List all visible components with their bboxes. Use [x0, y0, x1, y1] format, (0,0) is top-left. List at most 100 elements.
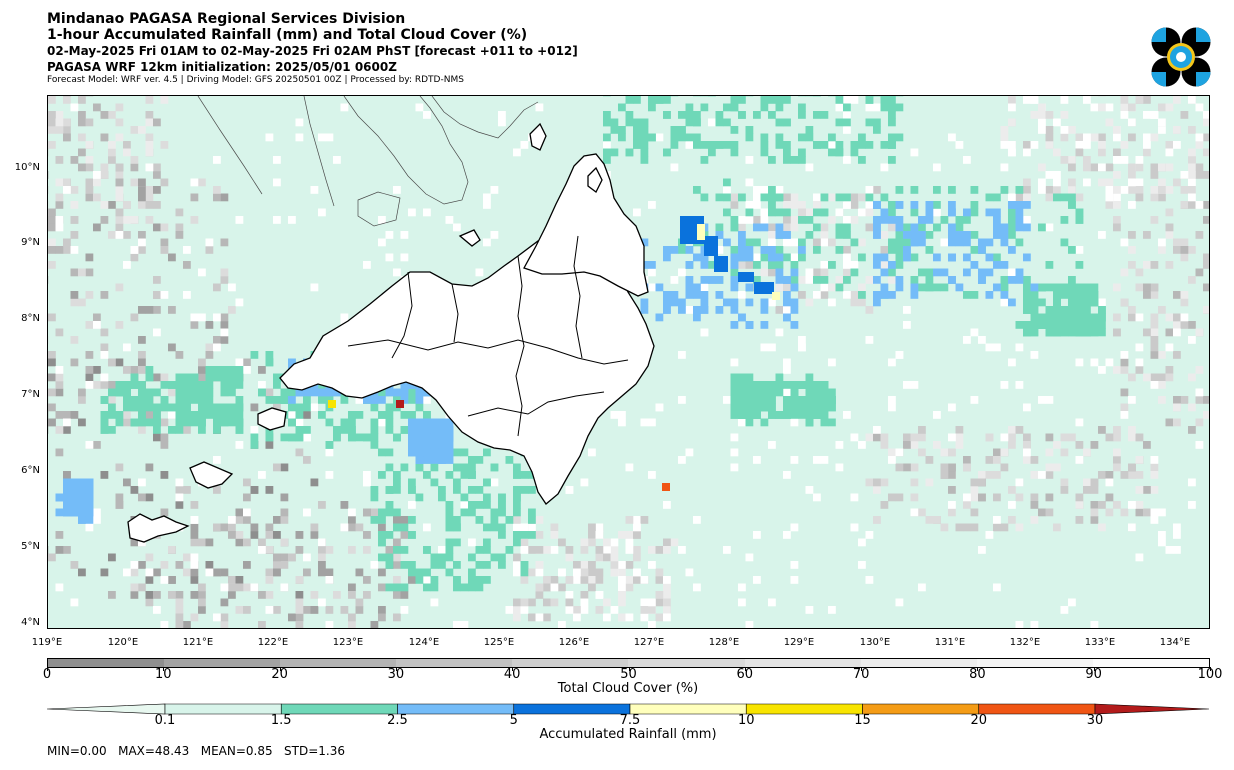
rain-colorbar-segment [1094, 703, 1210, 715]
rain-colorbar-segment [513, 703, 631, 715]
cloud-cover-colorbar-title: Total Cloud Cover (%) [557, 681, 699, 696]
lat-label: 9°N [21, 237, 40, 248]
rainfall-colorbar-title: Accumulated Rainfall (mm) [539, 727, 717, 742]
cloud-colorbar-tick-mark [861, 667, 863, 671]
cloud-colorbar-segment [164, 659, 281, 667]
rain-colorbar-tick-label: 1.5 [270, 713, 292, 728]
siargao-island [587, 166, 603, 193]
cloud-colorbar-tick-mark [512, 667, 514, 671]
negros-coastline [197, 96, 263, 195]
cloud-colorbar-segment [1092, 659, 1209, 667]
cloud-colorbar-segment [744, 659, 861, 667]
lon-label: 119°E [31, 637, 63, 648]
cloud-colorbar-tick-mark [163, 667, 165, 671]
cloud-cover-colorbar [47, 658, 1210, 668]
rain-colorbar-tick-label: 0.1 [154, 713, 176, 728]
rain-colorbar-tick-label: 7.5 [619, 713, 641, 728]
lon-label: 131°E [934, 637, 966, 648]
lon-label: 124°E [408, 637, 440, 648]
valid-time: 02-May-2025 Fri 01AM to 02-May-2025 Fri … [47, 44, 578, 58]
lon-label: 130°E [859, 637, 891, 648]
rain-colorbar-segment [862, 703, 980, 715]
mindanao-landmass [279, 233, 655, 505]
province-boundary [573, 235, 583, 359]
cloud-colorbar-segment [280, 659, 397, 667]
cloud-colorbar-tick-label: 80 [969, 667, 986, 682]
model-info: Forecast Model: WRF ver. 4.5 | Driving M… [47, 75, 464, 85]
province-boundary [515, 255, 525, 437]
province-boundary [347, 339, 629, 365]
rain-colorbar-segment [46, 703, 166, 715]
rain-colorbar-segment [164, 703, 282, 715]
lat-label: 4°N [21, 617, 40, 628]
cloud-colorbar-segment [512, 659, 629, 667]
lon-label: 125°E [483, 637, 515, 648]
cloud-colorbar-tick-mark [1210, 667, 1211, 671]
lat-label: 5°N [21, 541, 40, 552]
province-boundary [391, 271, 413, 359]
rainfall-colorbar [46, 703, 1210, 715]
cloud-colorbar-tick-label: 40 [503, 667, 521, 682]
lon-label: 126°E [558, 637, 590, 648]
lat-label: 7°N [21, 389, 40, 400]
rain-colorbar-segment [280, 703, 398, 715]
lon-label: 127°E [633, 637, 665, 648]
statistics-readout: MIN=0.00 MAX=48.43 MEAN=0.85 STD=1.36 [47, 744, 346, 758]
province-boundary [467, 391, 605, 417]
lon-label: 132°E [1009, 637, 1041, 648]
cloud-colorbar-tick-mark [395, 667, 397, 671]
pagasa-logo [1151, 27, 1211, 87]
lon-label: 122°E [257, 637, 289, 648]
cloud-colorbar-tick-label: 60 [736, 667, 754, 682]
cloud-colorbar-tick-label: 0 [42, 667, 52, 682]
rain-colorbar-segment [745, 703, 863, 715]
lon-label: 133°E [1084, 637, 1116, 648]
cloud-colorbar-tick-label: 20 [271, 667, 288, 682]
cloud-colorbar-tick-mark [977, 667, 979, 671]
rain-colorbar-tick-label: 30 [1086, 713, 1104, 728]
lat-label: 6°N [21, 465, 40, 476]
cloud-colorbar-tick-mark [279, 667, 281, 671]
basilan-island [257, 407, 287, 431]
cloud-colorbar-tick-mark [744, 667, 746, 671]
cloud-colorbar-tick-label: 100 [1197, 667, 1223, 682]
rain-colorbar-tick-label: 20 [970, 713, 988, 728]
cloud-colorbar-tick-mark [1093, 667, 1095, 671]
leyte-coastline [343, 96, 469, 205]
rain-colorbar-tick-label: 5 [509, 713, 518, 728]
lat-label: 10°N [14, 162, 40, 173]
tawi-tawi-islands [127, 513, 190, 543]
lon-label: 121°E [182, 637, 214, 648]
cloud-colorbar-tick-label: 90 [1085, 667, 1102, 682]
rain-colorbar-tick-label: 15 [854, 713, 871, 728]
sulu-islands [189, 461, 234, 489]
cloud-colorbar-tick-label: 50 [620, 667, 637, 682]
cloud-colorbar-tick-label: 10 [155, 667, 172, 682]
cloud-colorbar-segment [976, 659, 1093, 667]
cloud-colorbar-segment [860, 659, 977, 667]
cloud-colorbar-tick-label: 30 [387, 667, 405, 682]
cebu-coastline [303, 96, 335, 207]
dinagat-island [529, 122, 547, 151]
cloud-colorbar-segment [628, 659, 745, 667]
northern-mindanao-peninsula [523, 153, 649, 297]
cloud-colorbar-segment [396, 659, 513, 667]
rainfall-cloud-map [47, 95, 1210, 629]
map-subtitle: 1-hour Accumulated Rainfall (mm) and Tot… [47, 27, 528, 43]
lon-label: 128°E [708, 637, 740, 648]
cloud-colorbar-tick-label: 70 [852, 667, 870, 682]
cloud-colorbar-tick-mark [628, 667, 630, 671]
rain-colorbar-segment [397, 703, 515, 715]
camiguin-island [458, 229, 481, 247]
lon-label: 123°E [332, 637, 364, 648]
lon-label: 120°E [107, 637, 139, 648]
cloud-colorbar-segment [48, 659, 165, 667]
rain-colorbar-segment [629, 703, 747, 715]
samar-coastline [431, 96, 539, 139]
lon-label: 129°E [783, 637, 815, 648]
coastline-layer [127, 122, 655, 543]
lon-label: 134°E [1159, 637, 1191, 648]
province-boundary [451, 283, 459, 343]
rain-colorbar-segment [978, 703, 1096, 715]
cloud-colorbar-tick-mark [47, 667, 48, 671]
